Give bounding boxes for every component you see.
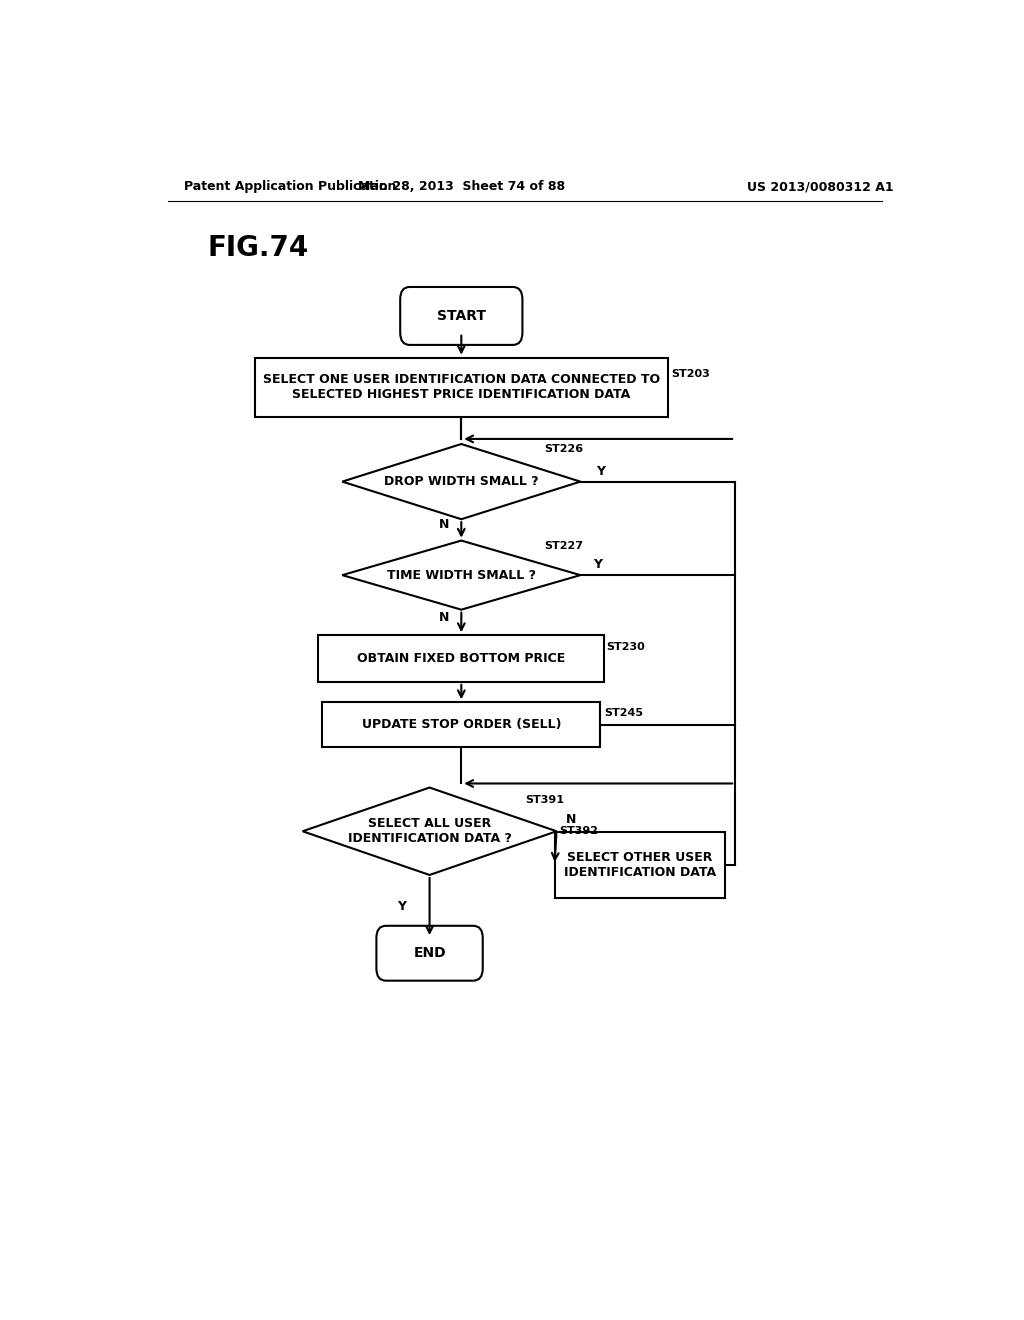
- Text: Y: Y: [593, 558, 602, 572]
- Text: TIME WIDTH SMALL ?: TIME WIDTH SMALL ?: [387, 569, 536, 582]
- Text: ST392: ST392: [559, 826, 598, 837]
- Text: Mar. 28, 2013  Sheet 74 of 88: Mar. 28, 2013 Sheet 74 of 88: [357, 181, 565, 193]
- Text: ST226: ST226: [545, 444, 584, 454]
- Text: SELECT OTHER USER
IDENTIFICATION DATA: SELECT OTHER USER IDENTIFICATION DATA: [564, 851, 716, 879]
- FancyBboxPatch shape: [400, 286, 522, 345]
- Text: N: N: [438, 611, 450, 624]
- FancyBboxPatch shape: [377, 925, 482, 981]
- Text: UPDATE STOP ORDER (SELL): UPDATE STOP ORDER (SELL): [361, 718, 561, 731]
- Text: SELECT ONE USER IDENTIFICATION DATA CONNECTED TO
SELECTED HIGHEST PRICE IDENTIFI: SELECT ONE USER IDENTIFICATION DATA CONN…: [263, 374, 659, 401]
- Text: ST245: ST245: [604, 709, 643, 718]
- Text: N: N: [565, 813, 577, 825]
- Text: Patent Application Publication: Patent Application Publication: [183, 181, 396, 193]
- Text: Y: Y: [397, 900, 407, 913]
- Polygon shape: [303, 788, 557, 875]
- Text: ST391: ST391: [524, 795, 564, 805]
- Text: US 2013/0080312 A1: US 2013/0080312 A1: [748, 181, 894, 193]
- Text: ST227: ST227: [545, 541, 584, 550]
- Text: OBTAIN FIXED BOTTOM PRICE: OBTAIN FIXED BOTTOM PRICE: [357, 652, 565, 665]
- Text: ST230: ST230: [606, 643, 645, 652]
- Bar: [323, 702, 600, 747]
- Text: FIG.74: FIG.74: [207, 234, 308, 261]
- Text: SELECT ALL USER
IDENTIFICATION DATA ?: SELECT ALL USER IDENTIFICATION DATA ?: [347, 817, 512, 845]
- Bar: [255, 358, 668, 417]
- Bar: [555, 832, 725, 898]
- Text: N: N: [438, 519, 450, 532]
- Text: ST203: ST203: [672, 368, 711, 379]
- Text: Y: Y: [596, 465, 605, 478]
- Polygon shape: [342, 444, 581, 519]
- Text: END: END: [414, 946, 445, 960]
- Text: DROP WIDTH SMALL ?: DROP WIDTH SMALL ?: [384, 475, 539, 488]
- Polygon shape: [342, 541, 581, 610]
- Text: START: START: [437, 309, 485, 323]
- Bar: [318, 635, 604, 682]
